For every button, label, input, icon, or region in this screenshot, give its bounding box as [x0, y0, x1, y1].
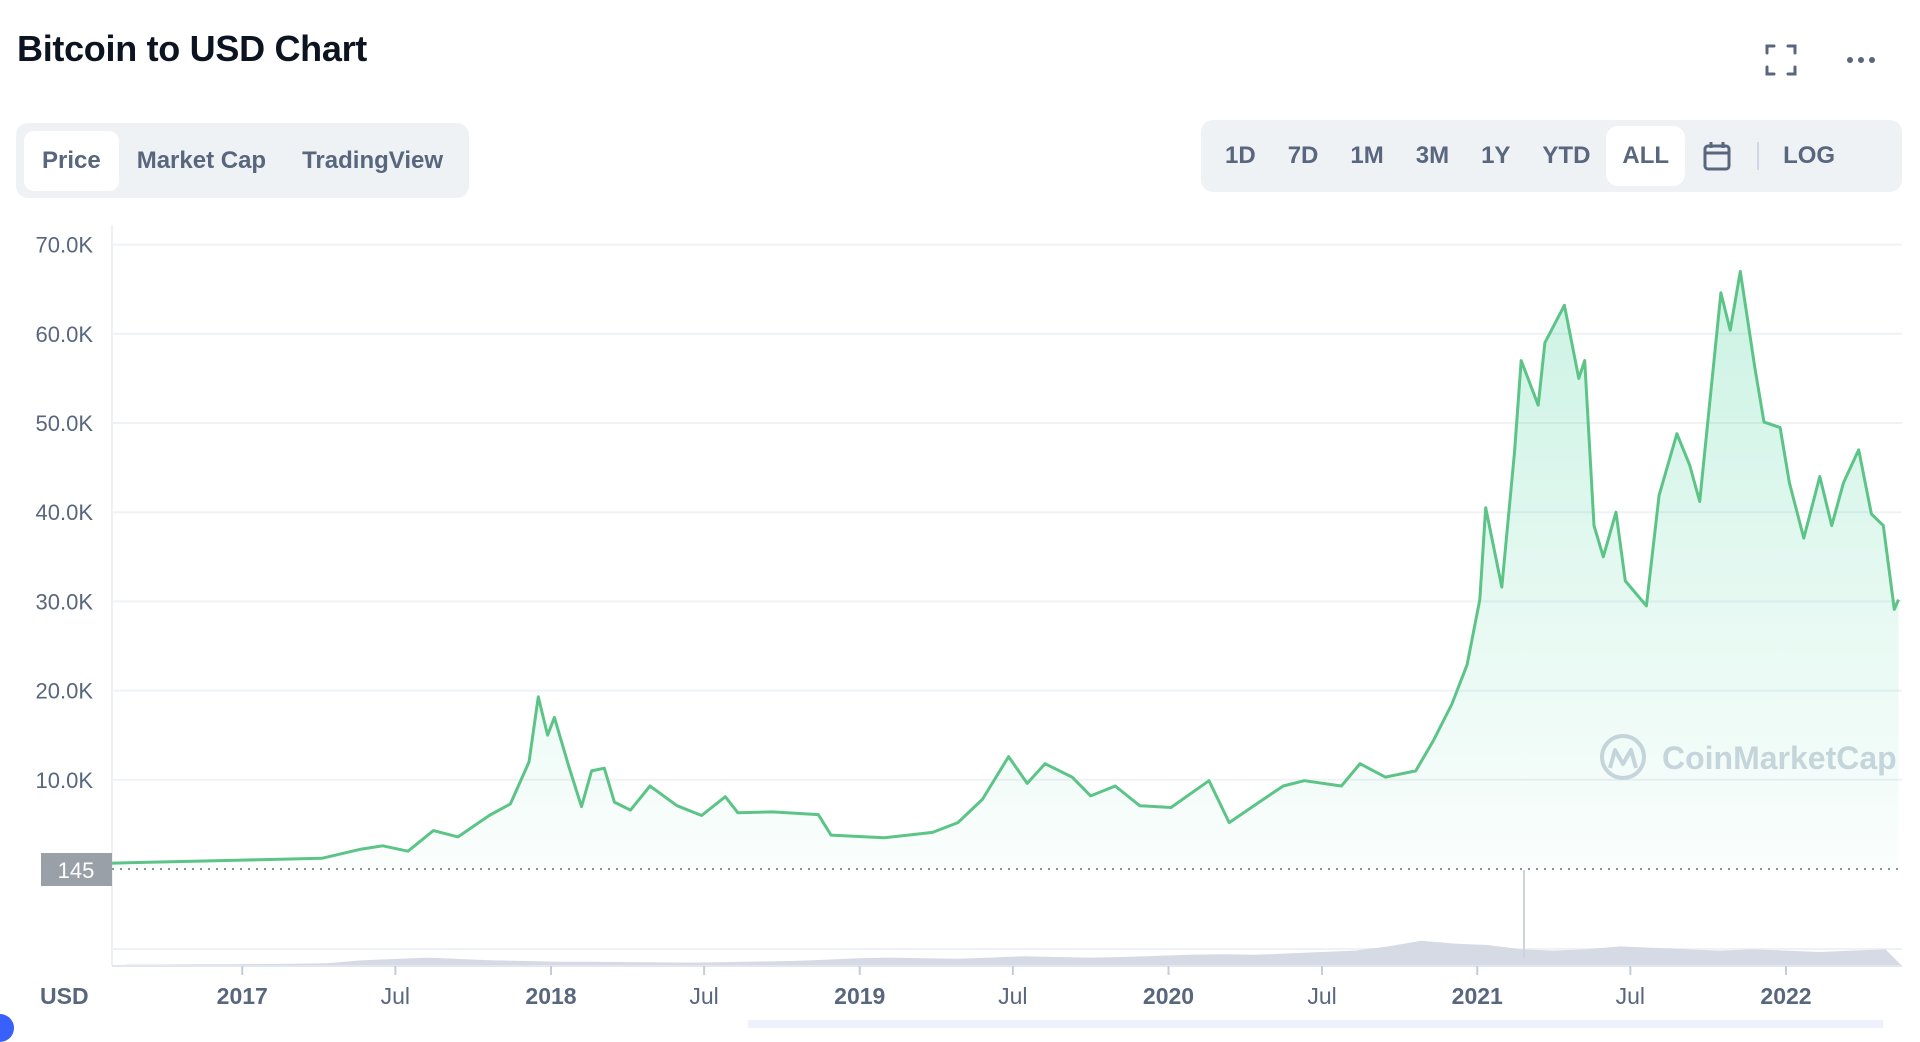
currency-label: USD	[40, 983, 89, 1009]
range-3m[interactable]: 3M	[1415, 142, 1450, 169]
x-tick-label: Jul	[998, 983, 1027, 1009]
x-tick-label: 2021	[1452, 983, 1503, 1009]
x-tick-label: 2017	[217, 983, 268, 1009]
price-line	[109, 269, 1900, 865]
y-tick-label: 30.0K	[36, 589, 94, 614]
x-tick-label: Jul	[1307, 983, 1336, 1009]
log-scale-toggle[interactable]: LOG	[1783, 142, 1836, 169]
range-1y[interactable]: 1Y	[1481, 142, 1511, 169]
volume-area	[112, 940, 1902, 966]
x-tick-label: 2020	[1143, 983, 1194, 1009]
baseline-label: 145	[58, 858, 95, 883]
view-tabs: Price Market Cap TradingView	[16, 123, 470, 198]
x-tick-label: 2022	[1760, 983, 1811, 1009]
x-tick-label: Jul	[1616, 983, 1645, 1009]
range-7d[interactable]: 7D	[1287, 142, 1319, 169]
price-area	[109, 271, 1899, 869]
tab-tradingview[interactable]: TradingView	[302, 146, 444, 174]
calendar-icon[interactable]	[1685, 126, 1749, 186]
x-tick-label: 2018	[525, 983, 576, 1009]
x-tick-label: Jul	[689, 983, 718, 1009]
range-all[interactable]: ALL	[1606, 126, 1686, 186]
range-selector: 1D 7D 1M 3M 1Y YTD ALL LOG	[1201, 120, 1902, 192]
tab-price[interactable]: Price	[24, 130, 119, 191]
fullscreen-icon[interactable]	[1763, 42, 1799, 78]
x-tick-label: Jul	[381, 983, 410, 1009]
y-tick-label: 20.0K	[36, 679, 94, 704]
bottom-panel-edge	[748, 1020, 1883, 1028]
range-ytd[interactable]: YTD	[1542, 142, 1591, 169]
page-title: Bitcoin to USD Chart	[17, 28, 367, 69]
range-1d[interactable]: 1D	[1225, 142, 1256, 169]
tab-market-cap[interactable]: Market Cap	[136, 146, 267, 174]
range-1m[interactable]: 1M	[1350, 142, 1384, 169]
y-tick-label: 70.0K	[36, 233, 94, 258]
y-tick-label: 50.0K	[36, 411, 94, 436]
more-options-icon[interactable]	[1843, 42, 1879, 78]
x-tick-label: 2019	[834, 983, 885, 1009]
y-tick-label: 10.0K	[36, 768, 94, 793]
y-tick-label: 40.0K	[36, 500, 94, 525]
divider	[1757, 142, 1760, 170]
y-tick-label: 60.0K	[36, 322, 94, 347]
baseline-label-box	[41, 853, 112, 886]
